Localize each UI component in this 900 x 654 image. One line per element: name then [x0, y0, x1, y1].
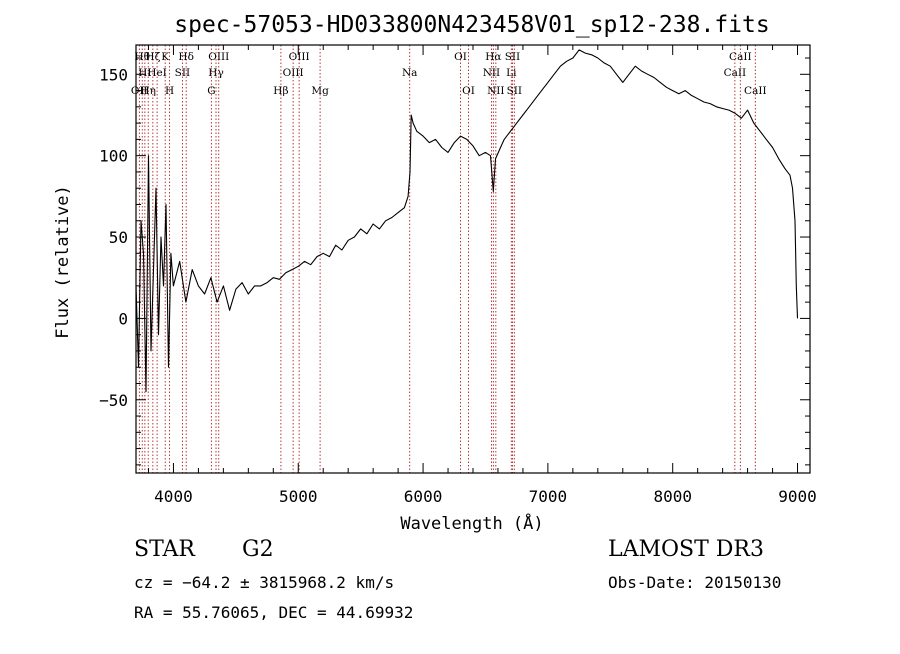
- line-label-9: Hδ: [178, 51, 193, 63]
- x-tick-label: 9000: [778, 487, 817, 506]
- line-label-23: Li: [506, 67, 517, 79]
- spectrum-series-line: [135, 49, 799, 393]
- line-label-21: Hα: [485, 51, 501, 63]
- y-tick-label: 0: [118, 309, 128, 328]
- line-label-2: Hι: [138, 67, 151, 79]
- line-label-4: Hζ: [145, 51, 160, 63]
- line-label-18: OI: [454, 51, 467, 63]
- line-label-12: OIII: [208, 51, 229, 63]
- observation-date: Obs-Date: 20150130: [608, 573, 782, 592]
- line-label-11: Hγ: [208, 67, 223, 79]
- line-label-19: OI: [462, 85, 475, 97]
- y-tick-label: 50: [109, 228, 128, 247]
- line-label-20: NII: [483, 67, 500, 79]
- y-tick-label: −50: [99, 391, 128, 410]
- line-label-15: OIII: [289, 51, 310, 63]
- x-tick-label: 5000: [279, 487, 318, 506]
- coordinates: RA = 55.76065, DEC = 44.69932: [134, 603, 414, 622]
- x-axis: 4000 5000 6000 7000 8000 9000: [147, 45, 817, 506]
- redshift-value: cz = −64.2 ± 3815968.2 km/s: [134, 573, 395, 592]
- x-tick-label: 7000: [529, 487, 568, 506]
- line-label-26: CaII: [724, 67, 747, 79]
- survey-name: LAMOST DR3: [608, 537, 764, 562]
- line-label-5: HeI: [147, 67, 167, 79]
- plot-frame: [135, 44, 811, 474]
- spectral-line-markers: [138, 45, 756, 473]
- line-label-3: Hη: [141, 85, 156, 97]
- object-subclass: G2: [242, 537, 274, 562]
- line-label-22: NII: [487, 85, 504, 97]
- line-label-1: Hθ: [134, 51, 149, 63]
- y-axis: −50 0 50 100 150: [99, 57, 810, 466]
- x-tick-label: 8000: [653, 487, 692, 506]
- y-tick-label: 150: [99, 65, 128, 84]
- line-label-28: CaII: [744, 85, 767, 97]
- line-label-6: K: [161, 51, 169, 63]
- x-tick-label: 6000: [404, 487, 443, 506]
- line-label-7: H: [165, 85, 174, 97]
- line-label-17: Na: [402, 67, 417, 79]
- spectral-line-labels: OIIHθHιHηHζHeIKHSIIHδGHγOIIIHβOIIIOIIIMg…: [131, 51, 767, 97]
- line-label-24: SII: [505, 51, 521, 63]
- line-label-10: G: [207, 85, 215, 97]
- x-axis-label: Wavelength (Å): [400, 512, 543, 534]
- line-label-27: CaII: [729, 51, 752, 63]
- line-label-8: SII: [175, 67, 191, 79]
- object-class: STAR: [134, 537, 195, 562]
- line-label-14: OIII: [283, 67, 304, 79]
- chart-title: spec-57053-HD033800N423458V01_sp12-238.f…: [174, 12, 769, 38]
- y-axis-label: Flux (relative): [53, 185, 73, 339]
- x-tick-label: 4000: [154, 487, 193, 506]
- line-label-13: Hβ: [273, 85, 288, 97]
- line-label-25: SII: [507, 85, 523, 97]
- line-label-16: Mg: [311, 85, 329, 97]
- y-tick-label: 100: [99, 147, 128, 166]
